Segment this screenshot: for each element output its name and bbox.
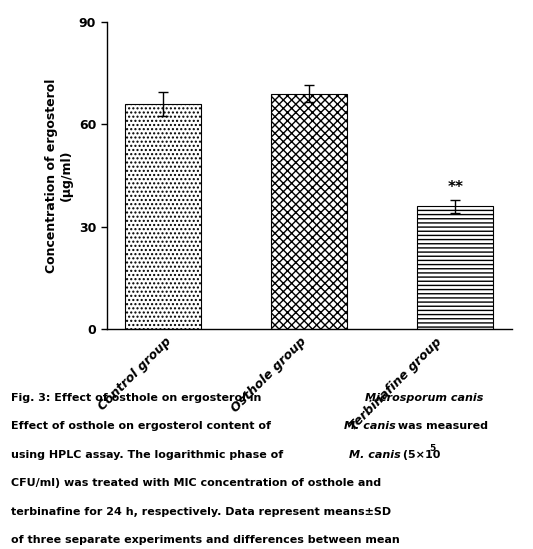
Text: Terbinafine group: Terbinafine group (346, 335, 444, 433)
Text: Effect of osthole on ergosterol content of: Effect of osthole on ergosterol content … (11, 421, 274, 431)
Y-axis label: Concentration of ergosterol
(µg/ml): Concentration of ergosterol (µg/ml) (45, 79, 73, 273)
Text: **: ** (447, 181, 463, 195)
Text: using HPLC assay. The logarithmic phase of: using HPLC assay. The logarithmic phase … (11, 450, 287, 460)
Text: of three separate experiments and differences between mean: of three separate experiments and differ… (11, 535, 399, 545)
Text: Microsporum canis: Microsporum canis (365, 393, 483, 402)
Text: Control group: Control group (96, 335, 174, 413)
Text: CFU/ml) was treated with MIC concentration of osthole and: CFU/ml) was treated with MIC concentrati… (11, 478, 381, 488)
Text: M. canis: M. canis (349, 450, 401, 460)
Text: terbinafine for 24 h, respectively. Data represent means±SD: terbinafine for 24 h, respectively. Data… (11, 507, 391, 517)
Text: 5: 5 (430, 444, 436, 453)
Text: (5×10: (5×10 (399, 450, 440, 460)
Text: M. canis: M. canis (344, 421, 395, 431)
Text: was measured: was measured (394, 421, 488, 431)
Text: Osthole group: Osthole group (229, 335, 309, 415)
Bar (125, 104, 201, 329)
Text: Fig. 3: Effect of osthole on ergosterol in: Fig. 3: Effect of osthole on ergosterol … (11, 393, 265, 402)
Bar (271, 94, 347, 329)
Bar (417, 206, 493, 329)
